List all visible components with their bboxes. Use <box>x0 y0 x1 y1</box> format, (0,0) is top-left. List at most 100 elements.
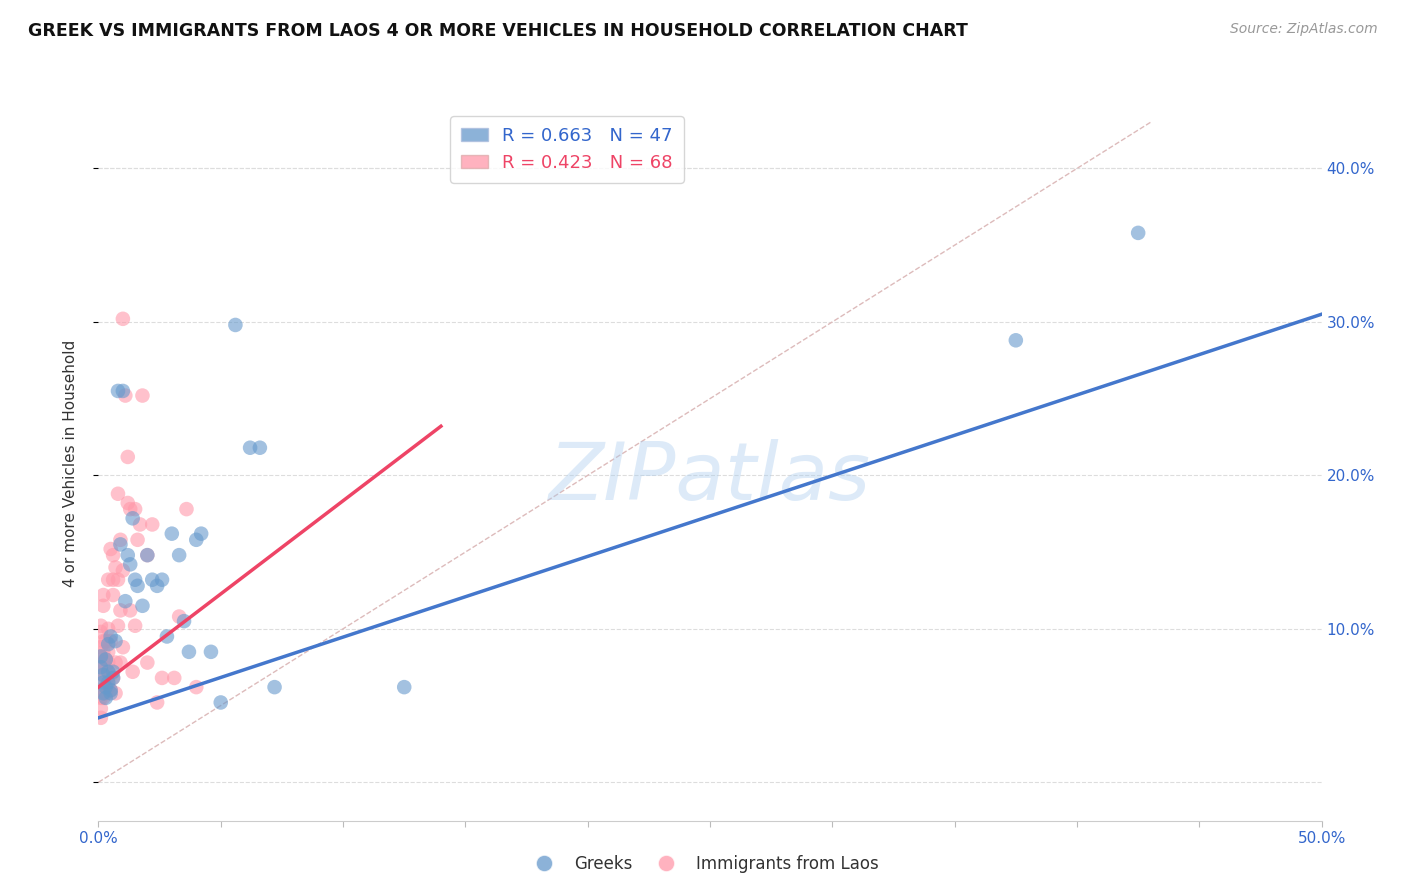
Point <box>90 624 112 639</box>
Point <box>249 441 271 455</box>
Point <box>146 696 169 710</box>
Point <box>91 675 114 690</box>
Point <box>200 645 222 659</box>
Point <box>100 683 122 698</box>
Point <box>94 680 117 694</box>
Point <box>190 526 212 541</box>
Point <box>104 686 127 700</box>
Point <box>90 656 112 670</box>
Point <box>209 696 232 710</box>
Point <box>91 656 114 670</box>
Point <box>101 573 124 587</box>
Point <box>94 680 117 694</box>
Point <box>1004 334 1026 348</box>
Point <box>91 680 114 694</box>
Point <box>101 588 124 602</box>
Point <box>117 548 139 562</box>
Point <box>97 675 120 690</box>
Point <box>124 502 146 516</box>
Point <box>94 634 117 648</box>
Point <box>111 384 134 398</box>
Point <box>146 579 169 593</box>
Point <box>1128 226 1150 240</box>
Point <box>90 683 112 698</box>
Point <box>91 668 114 682</box>
Point <box>141 573 163 587</box>
Point <box>90 660 112 674</box>
Point <box>91 690 114 705</box>
Point <box>110 537 132 551</box>
Text: GREEK VS IMMIGRANTS FROM LAOS 4 OR MORE VEHICLES IN HOUSEHOLD CORRELATION CHART: GREEK VS IMMIGRANTS FROM LAOS 4 OR MORE … <box>28 22 967 40</box>
Point <box>110 656 132 670</box>
Point <box>167 548 190 562</box>
Point <box>91 599 114 613</box>
Point <box>141 517 163 532</box>
Text: Source: ZipAtlas.com: Source: ZipAtlas.com <box>1230 22 1378 37</box>
Point <box>104 634 127 648</box>
Point <box>101 671 124 685</box>
Point <box>177 645 200 659</box>
Point <box>150 671 173 685</box>
Point <box>100 683 122 698</box>
Point <box>120 603 142 617</box>
Point <box>239 441 262 455</box>
Point <box>173 614 195 628</box>
Point <box>97 665 120 679</box>
Point <box>90 619 112 633</box>
Point <box>111 564 134 578</box>
Point <box>136 656 159 670</box>
Point <box>100 634 122 648</box>
Point <box>131 388 153 402</box>
Point <box>94 660 117 674</box>
Point <box>90 668 112 682</box>
Point <box>163 671 186 685</box>
Point <box>104 656 127 670</box>
Point <box>117 450 139 464</box>
Point <box>131 599 153 613</box>
Point <box>100 541 122 556</box>
Point <box>186 680 208 694</box>
Point <box>111 311 134 326</box>
Point <box>94 690 117 705</box>
Point <box>90 711 112 725</box>
Point <box>224 318 246 332</box>
Point <box>120 502 142 516</box>
Point <box>160 526 183 541</box>
Point <box>91 668 114 682</box>
Point <box>150 573 173 587</box>
Point <box>97 645 120 659</box>
Point <box>121 511 143 525</box>
Point <box>186 533 208 547</box>
Point <box>101 671 124 685</box>
Point <box>101 665 124 679</box>
Point <box>136 548 159 562</box>
Point <box>90 701 112 715</box>
Point <box>97 637 120 651</box>
Point <box>90 690 112 705</box>
Point <box>91 686 114 700</box>
Point <box>91 588 114 602</box>
Point <box>97 622 120 636</box>
Point <box>120 558 142 572</box>
Point <box>90 649 112 664</box>
Point <box>107 384 129 398</box>
Point <box>94 652 117 666</box>
Point <box>127 533 149 547</box>
Point <box>91 634 114 648</box>
Point <box>114 594 136 608</box>
Point <box>107 573 129 587</box>
Point <box>100 668 122 682</box>
Point <box>176 502 198 516</box>
Point <box>392 680 416 694</box>
Point <box>127 579 149 593</box>
Point <box>167 609 190 624</box>
Point <box>94 686 117 700</box>
Point <box>129 517 152 532</box>
Point <box>91 645 114 659</box>
Legend: Greeks, Immigrants from Laos: Greeks, Immigrants from Laos <box>520 848 886 880</box>
Point <box>90 649 112 664</box>
Point <box>156 630 179 644</box>
Point <box>110 603 132 617</box>
Point <box>100 630 122 644</box>
Point <box>111 640 134 655</box>
